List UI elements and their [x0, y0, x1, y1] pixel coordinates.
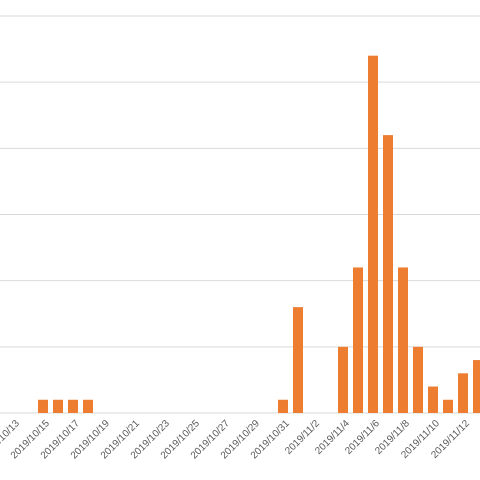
bar	[458, 373, 468, 413]
bar	[38, 399, 48, 413]
bar	[473, 360, 480, 413]
bar	[83, 399, 93, 413]
bar	[278, 399, 288, 413]
bar	[443, 399, 453, 413]
bar	[368, 55, 378, 413]
bar	[68, 399, 78, 413]
bar	[413, 346, 423, 413]
bar	[383, 135, 393, 413]
bar	[293, 307, 303, 413]
bar	[338, 346, 348, 413]
bar	[428, 386, 438, 413]
bar	[353, 267, 363, 413]
bar	[53, 399, 63, 413]
bar	[398, 267, 408, 413]
